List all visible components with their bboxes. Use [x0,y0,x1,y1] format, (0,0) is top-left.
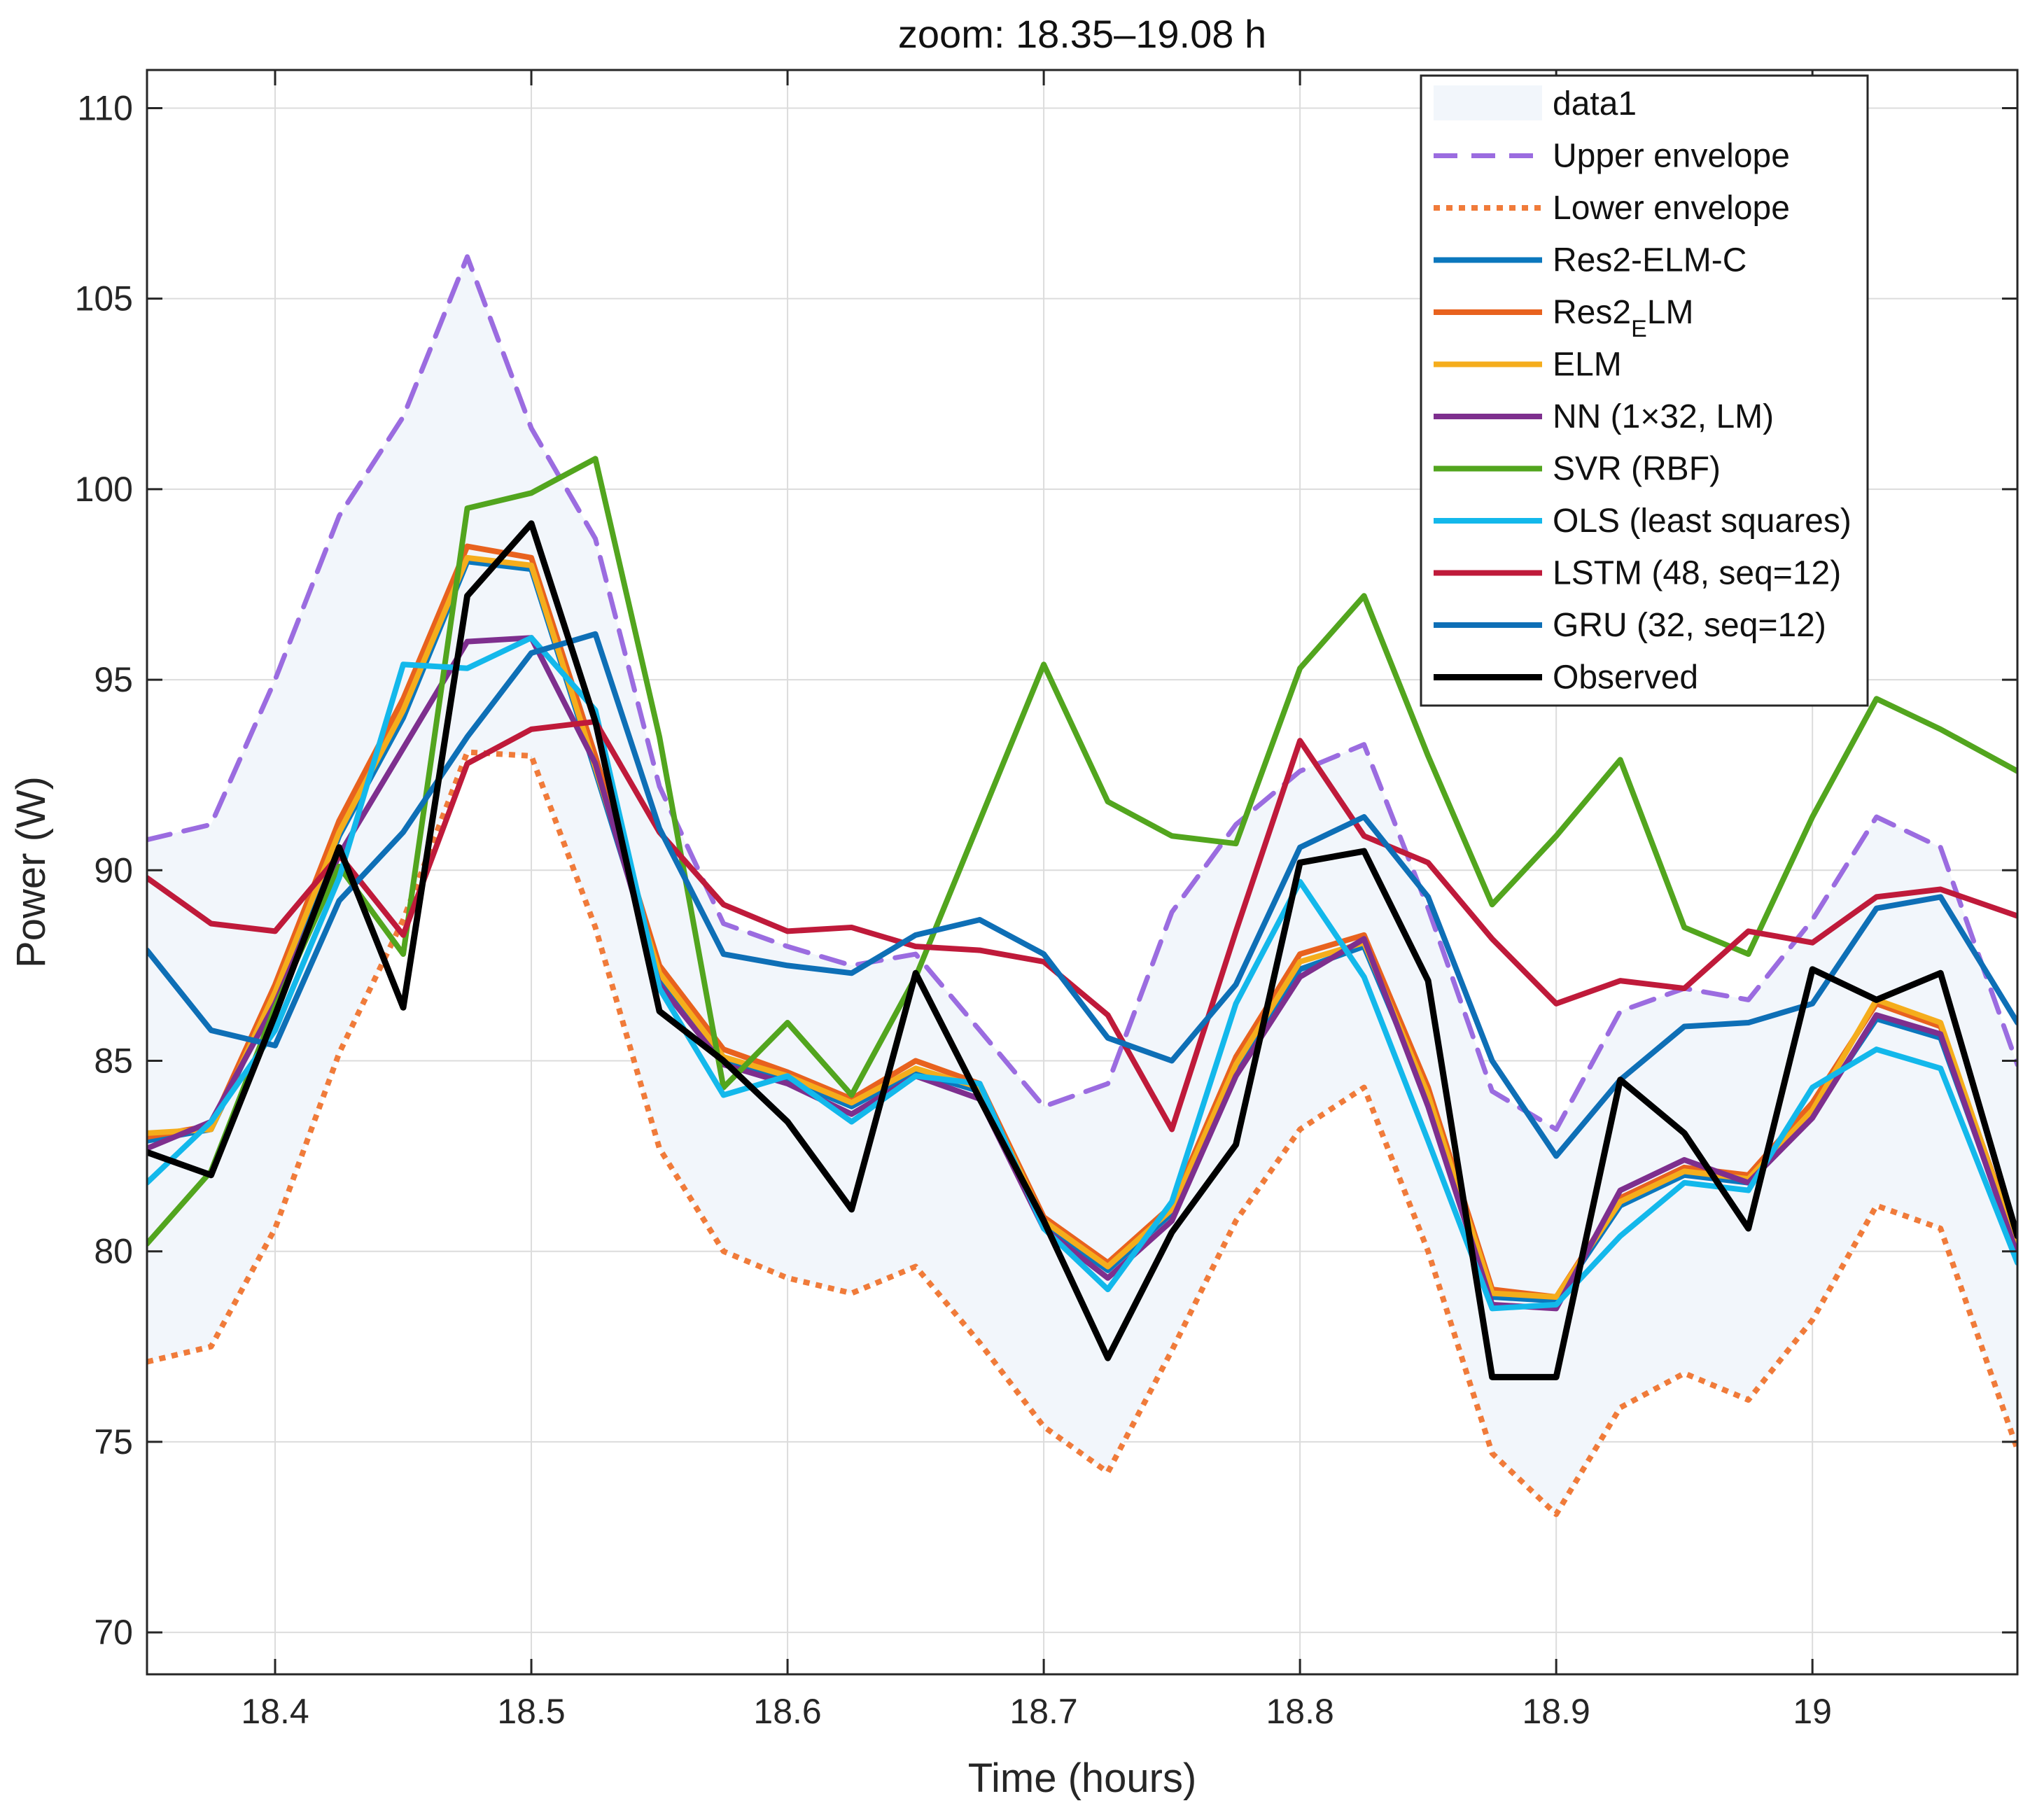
y-tick-label: 100 [75,470,133,509]
x-tick-label: 19 [1793,1692,1832,1731]
y-tick-label: 75 [94,1422,133,1462]
y-tick-label: 85 [94,1041,133,1080]
y-tick-label: 90 [94,850,133,890]
y-axis-label: Power (W) [8,776,54,968]
y-tick-label: 110 [77,88,133,127]
x-axis-label: Time (hours) [968,1756,1197,1801]
legend-label: Upper envelope [1553,138,1790,175]
legend-label: LSTM (48, seq=12) [1553,555,1841,592]
x-tick-label: 18.8 [1266,1692,1334,1731]
x-tick-label: 18.6 [753,1692,821,1731]
y-tick-label: 105 [75,279,133,318]
x-tick-label: 18.9 [1522,1692,1590,1731]
series-line-upper-envelope [147,254,2017,1132]
legend-label: data1 [1553,85,1637,122]
legend-label: NN (1×32, LM) [1553,398,1774,435]
legend-label: GRU (32, seq=12) [1553,607,1826,644]
legend-label: Lower envelope [1553,190,1790,227]
series-layer [147,254,2017,1518]
x-tick-label: 18.5 [497,1692,565,1731]
envelope-band [147,256,2017,1515]
legend-label: OLS (least squares) [1553,503,1851,540]
legend-swatch-band [1434,85,1542,120]
series-line-lstm-48-seq-12 [147,718,2017,1133]
legend-box [1420,74,1869,707]
series-line-gru-32-seq-12 [147,631,2017,1159]
legend-label: Res2ELM [1553,294,1693,342]
legend-label: Observed [1553,659,1698,696]
series-line-svr-rbf [147,456,2017,1247]
series-line-observed [147,520,2017,1380]
chart-title: zoom: 18.35–19.08 h [898,12,1266,56]
series-line-lower-envelope [147,749,2017,1518]
legend: data1 Upper envelope Lower envelope Res2-EL… [1420,74,1869,707]
legend-label: ELM [1553,346,1622,384]
plot-frame [146,69,2019,1676]
y-tick-label: 95 [94,660,133,699]
x-tick-label: 18.7 [1009,1692,1077,1731]
axis-ticks: 18.4 18.5 18.6 18.7 18.8 18.9 19 70 75 80 85 90 95 10… [75,70,2017,1731]
legend-label: Res2-ELM-C [1553,242,1746,279]
y-tick-label: 80 [94,1232,133,1271]
y-tick-label: 70 [94,1613,133,1652]
legend-label: SVR (RBF) [1553,451,1721,488]
x-tick-label: 18.4 [241,1692,309,1731]
envelope-band-layer [147,256,2017,1515]
